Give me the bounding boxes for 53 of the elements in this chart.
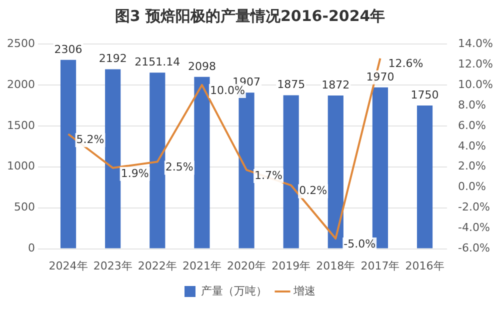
data-label: 2192 — [98, 52, 127, 66]
y2-tick-label: 4.0% — [458, 139, 486, 152]
x-tick-label: 2017年 — [360, 259, 400, 272]
bar — [238, 92, 254, 248]
y-tick-label: 0 — [28, 242, 35, 255]
x-tick-label: 2020年 — [227, 259, 266, 272]
data-label: 2.5% — [165, 160, 194, 174]
bar — [60, 60, 76, 248]
y2-tick-label: 14.0% — [458, 36, 494, 50]
x-tick-label: 2019年 — [272, 259, 311, 272]
data-label: 5.2% — [76, 132, 104, 146]
data-label: 0.2% — [299, 184, 328, 198]
data-label: 1875 — [277, 78, 306, 92]
bar — [416, 105, 433, 248]
y-tick-label: 1500 — [6, 118, 35, 132]
y2-tick-label: -4.0% — [458, 221, 490, 234]
y2-tick-label: 10.0% — [458, 78, 494, 91]
x-tick-label: 2022年 — [138, 259, 177, 272]
data-label: 1.9% — [120, 166, 149, 180]
data-label: 1.7% — [254, 168, 282, 182]
x-tick-label: 2023年 — [93, 259, 132, 272]
y2-tick-label: 2.0% — [458, 160, 486, 173]
data-label: 1872 — [322, 78, 350, 92]
x-tick-label: 2018年 — [316, 259, 356, 272]
legend-label: 产量（万吨） — [201, 284, 267, 298]
data-label: 10.0% — [210, 84, 245, 97]
data-label: 2151.14 — [134, 55, 180, 68]
data-label: -5.0% — [344, 237, 376, 250]
y2-tick-label: -2.0% — [458, 200, 490, 214]
y-tick-label: 1000 — [6, 160, 35, 173]
data-label: 1970 — [366, 70, 394, 84]
y2-tick-label: 8.0% — [458, 98, 486, 112]
y-tick-label: 2000 — [6, 78, 35, 91]
x-tick-label: 2024年 — [48, 259, 88, 272]
bar — [150, 72, 166, 248]
data-label: 2098 — [188, 60, 216, 73]
y2-tick-label: 0.0% — [458, 180, 486, 194]
y-tick-label: 2500 — [6, 36, 35, 50]
legend-label: 增速 — [292, 284, 316, 298]
data-label: 12.6% — [388, 57, 424, 70]
chart-title: 图3 预焙阳极的产量情况2016-2024年 — [114, 6, 386, 25]
x-tick-label: 2016年 — [405, 259, 444, 272]
bar — [194, 76, 210, 248]
data-label: 2306 — [54, 42, 82, 56]
y2-tick-label: -6.0% — [458, 242, 490, 255]
bar — [283, 95, 299, 248]
y2-tick-label: 12.0% — [458, 57, 494, 70]
bar — [105, 69, 121, 248]
bar — [328, 95, 344, 248]
x-tick-label: 2021年 — [182, 259, 222, 272]
y-tick-label: 500 — [14, 200, 35, 214]
y2-tick-label: 6.0% — [458, 118, 486, 132]
data-label: 1750 — [410, 88, 439, 102]
